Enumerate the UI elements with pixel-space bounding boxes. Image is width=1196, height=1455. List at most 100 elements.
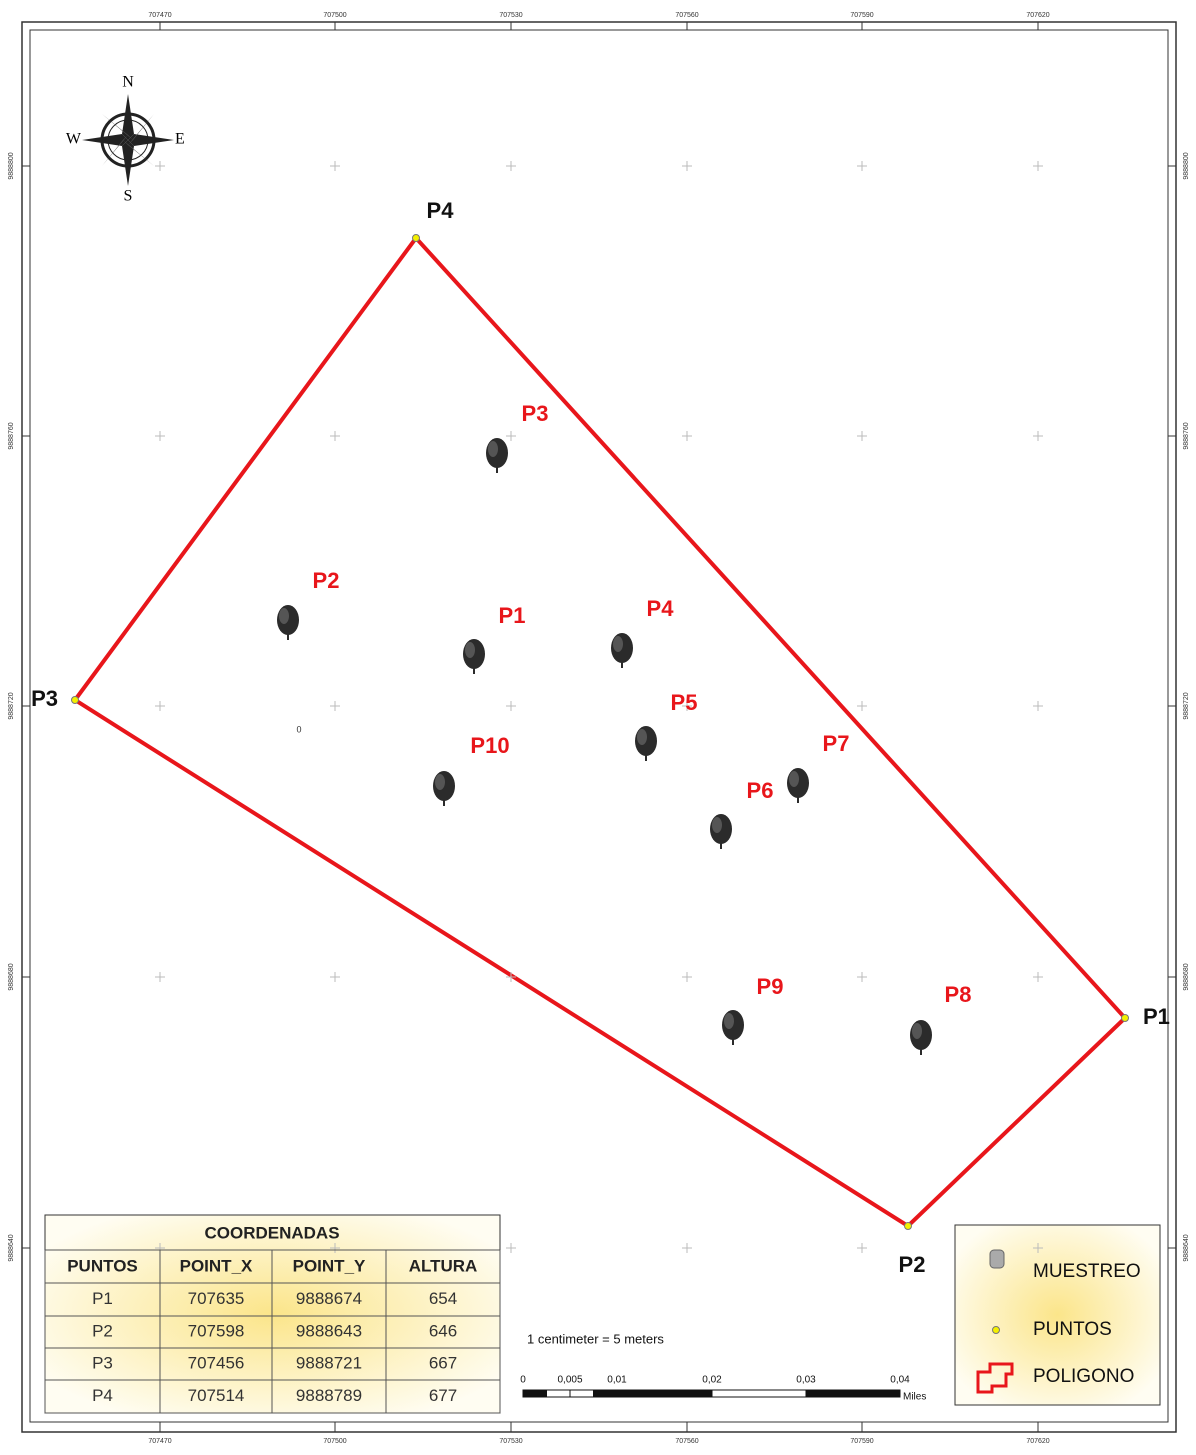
scale-tick: 0,01 [607,1375,627,1386]
scale-segment [711,1389,807,1398]
table-header: PUNTOS [67,1256,138,1275]
grid-cross [155,161,165,171]
sample-label: P3 [522,401,549,426]
tree-shape [912,1023,922,1039]
vertex-point [1121,1014,1129,1022]
x-label: 707530 [499,12,522,19]
sample-label: P9 [757,974,784,999]
vertex-point [71,696,79,704]
x-label: 707620 [1026,12,1049,19]
scale-unit: Miles [903,1392,926,1403]
grid-cross [155,972,165,982]
grid-cross [330,972,340,982]
sample-marker [722,1010,744,1045]
sample-label: P5 [671,690,698,715]
table-cell: P3 [92,1353,113,1372]
vertex-label: P3 [31,686,58,711]
grid-cross [1033,1243,1043,1253]
tree-shape [488,441,498,457]
table-header: ALTURA [409,1256,478,1275]
scale-segment [616,1389,713,1398]
tree-shape [435,774,445,790]
table-cell: P1 [92,1289,113,1308]
grid-cross [682,701,692,711]
sample-label: P8 [945,982,972,1007]
sample-marker [277,605,299,640]
y-label: 9888680 [1183,963,1190,990]
y-label: 9888760 [1183,422,1190,449]
sample-label: P7 [823,731,850,756]
x-label: 707620 [1026,1438,1049,1445]
legend-label: PUNTOS [1033,1319,1112,1340]
sample-marker [433,771,455,806]
grid-cross [682,972,692,982]
scale-segment [522,1389,547,1398]
x-label: 707560 [675,12,698,19]
scale-tick: 0,005 [557,1375,582,1386]
vertex-label: P4 [427,198,455,223]
table-cell: 707514 [188,1386,245,1405]
table-cell: 9888643 [296,1321,362,1340]
scale-tick: 0 [520,1375,526,1386]
sample-label: P10 [470,733,509,758]
tree-shape [724,1013,734,1029]
legend-sample-icon [989,1249,1005,1269]
y-label: 9888680 [8,963,15,990]
grid-cross [1033,161,1043,171]
grid-cross [330,701,340,711]
grid-cross [330,431,340,441]
table-header: POINT_X [180,1256,253,1275]
grid-cross [857,1243,867,1253]
legend-label: POLIGONO [1033,1366,1134,1387]
y-label: 9888640 [8,1234,15,1261]
vertex-label: P2 [899,1252,926,1277]
grid-cross [1033,431,1043,441]
grid-cross [506,972,516,982]
y-label: 9888760 [8,422,15,449]
y-label: 9888720 [8,692,15,719]
scale-segment [569,1389,594,1398]
table-cell: 9888789 [296,1386,362,1405]
scale-tick: 0,03 [796,1375,816,1386]
scale-tick: 0,02 [702,1375,722,1386]
grid-cross [155,431,165,441]
grid-cross [155,701,165,711]
x-label: 707470 [148,1438,171,1445]
legend-label: MUESTREO [1033,1261,1141,1282]
table-header: POINT_Y [293,1256,366,1275]
legend-point-icon [992,1326,1000,1334]
legend-polygon-icon [976,1362,1014,1394]
grid-cross [506,431,516,441]
table-cell: 707456 [188,1353,245,1372]
sample-marker [486,438,508,473]
outer-frame [21,21,1177,1433]
grid-cross [1033,972,1043,982]
table-cell: P2 [92,1321,113,1340]
table-cell: 707598 [188,1321,245,1340]
compass-e: E [175,131,185,148]
tree-shape [712,817,722,833]
tree-shape [789,771,799,787]
sample-label: P2 [313,568,340,593]
table-title: COORDENADAS [204,1223,339,1242]
sample-marker [910,1020,932,1055]
y-label: 9888720 [1183,692,1190,719]
x-label: 707500 [323,1438,346,1445]
y-label: 9888800 [8,152,15,179]
vertex-point [412,234,420,242]
sample-marker [463,639,485,674]
grid-cross [857,701,867,711]
sample-marker [787,768,809,803]
inner-frame [29,29,1169,1423]
compass-w: W [66,131,82,148]
sample-marker [611,633,633,668]
sample-marker [635,726,657,761]
grid-cross [330,161,340,171]
table-cell: 677 [429,1386,457,1405]
grid-cross [506,701,516,711]
table-cell: 646 [429,1321,457,1340]
compass-n: N [122,74,134,91]
sample-label: P4 [647,596,675,621]
table-cell: 707635 [188,1289,245,1308]
